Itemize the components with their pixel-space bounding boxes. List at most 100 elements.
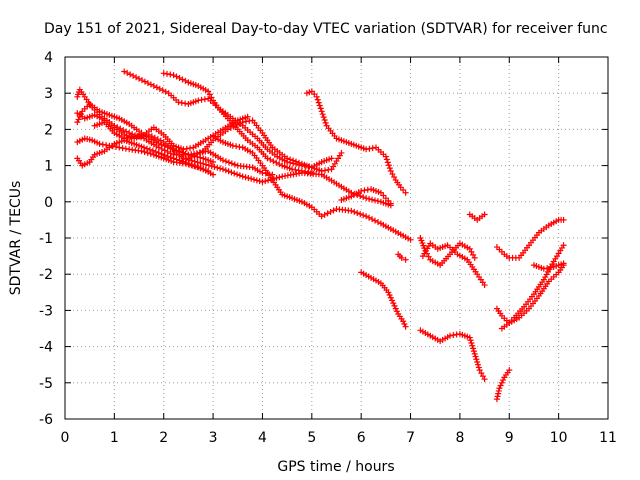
data-point [466, 245, 473, 252]
data-point [474, 358, 481, 365]
series-track-9 [185, 117, 335, 171]
data-point [382, 153, 389, 160]
data-point [469, 342, 476, 349]
data-point [360, 212, 367, 219]
data-point [363, 146, 370, 153]
data-point [124, 134, 131, 141]
x-axis-tick-labels: 0 1 2 3 4 5 6 7 8 9 10 11 [61, 430, 617, 446]
series-track-14 [395, 251, 409, 263]
data-point [544, 265, 551, 272]
data-point [481, 211, 488, 218]
data-point [560, 242, 567, 249]
series-track-4 [74, 135, 212, 175]
data-point [231, 161, 238, 168]
data-point [248, 175, 255, 182]
data-point [313, 93, 320, 100]
data-point [495, 390, 502, 397]
data-point [208, 94, 215, 101]
data-point [234, 171, 241, 178]
data-point [498, 379, 505, 386]
data-point [219, 166, 226, 173]
data-point [392, 305, 399, 312]
data-point [475, 364, 482, 371]
data-point [318, 108, 325, 115]
data-point [284, 155, 291, 162]
data-point [164, 70, 171, 77]
data-point [302, 168, 309, 175]
data-point [113, 143, 120, 150]
data-point [256, 178, 263, 185]
chart-title: Day 151 of 2021, Sidereal Day-to-day VTE… [44, 21, 608, 37]
data-point [493, 396, 500, 403]
y-tick-label: -4 [39, 340, 53, 356]
data-point [239, 173, 246, 180]
data-point [468, 339, 475, 346]
y-tick-label: 3 [44, 86, 53, 102]
data-point [322, 119, 329, 126]
y-tick-label: -1 [39, 231, 53, 247]
data-series [74, 68, 567, 403]
data-point [287, 156, 294, 163]
data-point [348, 207, 355, 214]
data-point [473, 356, 480, 363]
data-point [197, 160, 204, 167]
data-point [298, 168, 305, 175]
data-point [149, 147, 156, 154]
data-point [471, 254, 478, 261]
data-point [245, 175, 252, 182]
series-track-18 [466, 211, 488, 223]
data-point [146, 146, 153, 153]
data-point [141, 149, 148, 156]
data-point [398, 254, 405, 261]
data-point [471, 350, 478, 357]
data-point [357, 211, 364, 218]
data-point [187, 145, 194, 152]
data-point [229, 142, 236, 149]
data-point [386, 292, 393, 299]
data-point [116, 144, 123, 151]
data-point [289, 166, 296, 173]
x-tick-label: 9 [505, 430, 514, 446]
data-point [354, 210, 361, 217]
data-point [357, 193, 364, 200]
data-point [210, 171, 217, 178]
data-point [236, 143, 243, 150]
data-point [387, 200, 394, 207]
data-point [320, 114, 327, 121]
x-tick-label: 7 [406, 430, 415, 446]
data-point [390, 300, 397, 307]
data-point [140, 144, 147, 151]
data-point [506, 367, 513, 374]
data-point [560, 260, 567, 267]
y-axis-tick-labels: 4 3 2 1 0 -1 -2 -3 -4 -5 -6 [39, 50, 53, 428]
axis-ticks [64, 56, 609, 420]
data-point [479, 373, 486, 380]
data-point [496, 385, 503, 392]
data-point [295, 159, 302, 166]
x-tick-label: 11 [599, 430, 617, 446]
series-track-19 [493, 216, 567, 261]
data-point [476, 367, 483, 374]
data-point [318, 168, 325, 175]
data-point [273, 175, 280, 182]
data-point [450, 332, 457, 339]
data-point [127, 134, 134, 141]
series-track-12 [338, 186, 394, 207]
y-tick-label: -6 [39, 412, 53, 428]
data-point [364, 186, 371, 193]
data-point [540, 265, 547, 272]
data-point [372, 197, 379, 204]
data-point [160, 70, 167, 77]
data-point [425, 253, 432, 260]
data-point [317, 105, 324, 112]
data-point [205, 168, 212, 175]
data-point [180, 146, 187, 153]
data-point [276, 174, 283, 181]
data-point [497, 382, 504, 389]
data-point [328, 155, 335, 162]
data-point [228, 169, 235, 176]
data-point [393, 308, 400, 315]
data-point [389, 297, 396, 304]
y-tick-label: 0 [44, 195, 53, 211]
